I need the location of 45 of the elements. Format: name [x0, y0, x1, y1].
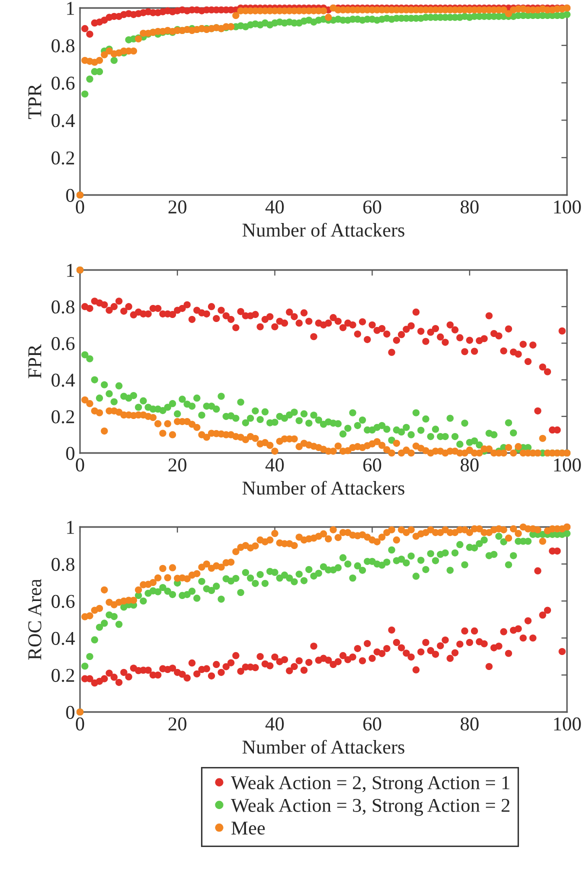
y-axis-title: TPR — [28, 84, 42, 119]
x-tick-label: 60 — [363, 717, 382, 731]
x-axis-title: Number of Attackers — [242, 480, 404, 495]
x-tick-label: 20 — [168, 717, 186, 731]
x-tick-label: 80 — [460, 458, 479, 472]
x-tick-label: 40 — [265, 200, 284, 214]
y-tick-label: 0.8 — [52, 39, 74, 52]
x-tick-label: 100 — [554, 717, 581, 731]
x-tick-label: 0 — [76, 717, 84, 731]
y-tick-label: 0.4 — [52, 374, 75, 387]
y-tick-label: 0.4 — [52, 114, 75, 128]
y-tick-label: 1 — [67, 520, 74, 534]
y-tick-label: 0.4 — [52, 632, 75, 646]
y-tick-label: 0.2 — [52, 410, 74, 424]
x-tick-label: 20 — [168, 200, 186, 214]
y-tick-label: 0.2 — [52, 668, 74, 682]
y-tick-label: 1 — [67, 2, 74, 15]
x-axis-title: Number of Attackers — [242, 740, 404, 754]
legend-label: Weak Action = 2, Strong Action = 1 — [230, 776, 510, 794]
y-tick-label: 0.6 — [52, 594, 75, 608]
y-tick-label: 0.2 — [52, 151, 74, 165]
y-tick-label: 0.8 — [52, 300, 74, 314]
x-tick-label: 0 — [76, 458, 84, 472]
y-tick-label: 0.8 — [52, 558, 74, 572]
x-tick-label: 60 — [363, 458, 382, 472]
x-tick-label: 40 — [265, 717, 284, 731]
x-tick-label: 20 — [168, 458, 186, 472]
y-axis-title: ROC Area — [28, 578, 42, 660]
legend-label: Mee — [231, 822, 265, 835]
x-tick-label: 60 — [363, 200, 382, 214]
y-axis-title: FPR — [28, 344, 42, 378]
y-tick-label: 1 — [67, 264, 74, 277]
x-tick-label: 80 — [460, 200, 479, 214]
y-tick-label: 0 — [66, 446, 74, 460]
x-tick-label: 100 — [554, 200, 581, 214]
x-tick-label: 100 — [554, 458, 581, 472]
x-axis-title: Number of Attackers — [242, 222, 404, 237]
x-tick-label: 0 — [76, 200, 84, 214]
y-tick-label: 0.6 — [52, 337, 75, 350]
x-tick-label: 80 — [460, 717, 479, 731]
x-tick-label: 40 — [265, 458, 284, 472]
y-tick-label: 0.6 — [52, 76, 75, 90]
y-tick-label: 0 — [66, 188, 74, 202]
y-tick-label: 0 — [66, 706, 74, 719]
legend-label: Weak Action = 3, Strong Action = 2 — [230, 798, 510, 816]
